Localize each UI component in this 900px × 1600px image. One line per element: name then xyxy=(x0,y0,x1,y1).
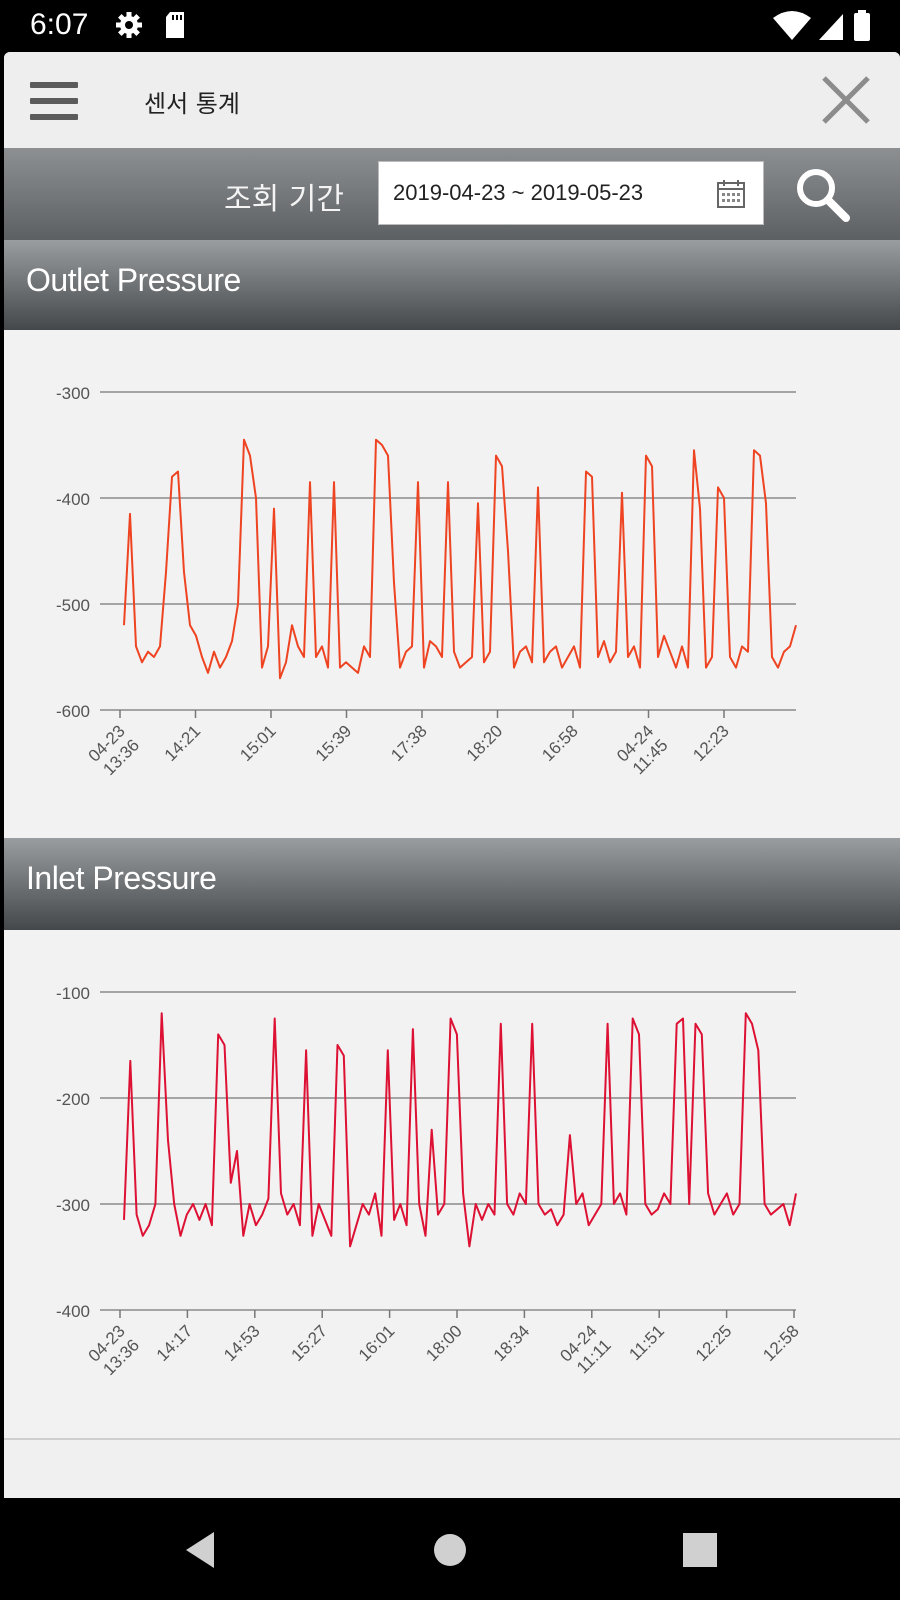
series-line xyxy=(123,438,797,680)
inlet-section-title: Inlet Pressure xyxy=(26,860,217,896)
x-tick-label: 15:01 xyxy=(236,721,280,765)
x-tick-label: 17:38 xyxy=(387,721,431,765)
calendar-icon[interactable] xyxy=(715,178,747,210)
search-icon[interactable] xyxy=(790,162,852,224)
home-icon[interactable] xyxy=(428,1528,472,1572)
x-tick-label: 12:58 xyxy=(759,1321,803,1365)
recents-icon[interactable] xyxy=(678,1528,722,1572)
x-tick-label: 16:58 xyxy=(538,721,582,765)
inlet-chart-panel: -100 -200 -300 -400 04-2313:36 14:17 14:53 15:2… xyxy=(4,930,900,1438)
y-tick-label: -300 xyxy=(56,1196,90,1215)
x-tick-label: 18:20 xyxy=(463,721,507,765)
y-tick-label: -400 xyxy=(56,490,90,509)
y-tick-label: -400 xyxy=(56,1302,90,1321)
search-bar: 조회 기간 2019-04-23 ~ 2019-05-23 xyxy=(4,148,900,240)
next-section-strip xyxy=(4,1438,900,1498)
date-range-value: 2019-04-23 ~ 2019-05-23 xyxy=(393,180,644,205)
x-tick-label: 14:21 xyxy=(161,721,205,765)
app-title: 센서 통계 xyxy=(144,90,240,118)
x-tick-label: 15:39 xyxy=(312,721,356,765)
period-label: 조회 기간 xyxy=(224,182,344,217)
inlet-section-header: Inlet Pressure xyxy=(4,838,900,930)
app-top-bar: 센서 통계 xyxy=(4,52,900,149)
battery-icon xyxy=(854,10,870,41)
close-icon[interactable] xyxy=(818,72,874,128)
sd-card-icon xyxy=(166,12,184,38)
navigation-bar xyxy=(0,1498,900,1600)
gear-icon xyxy=(116,12,142,38)
x-tick-label: 11:51 xyxy=(625,1321,668,1364)
outlet-chart-panel: -300 -400 -500 -600 04-2313:36 14:21 15:01 15:3… xyxy=(4,330,900,838)
x-tick-label: 18:00 xyxy=(422,1321,466,1365)
x-tick-label: 04-2313:36 xyxy=(85,721,143,779)
x-tick-label: 14:53 xyxy=(220,1321,264,1365)
y-tick-label: -300 xyxy=(56,384,90,403)
x-tick-label: 18:34 xyxy=(490,1321,534,1365)
x-tick-label: 16:01 xyxy=(355,1321,399,1365)
wifi-icon xyxy=(772,11,811,40)
back-icon[interactable] xyxy=(180,1528,224,1572)
status-time: 6:07 xyxy=(30,8,89,41)
series-line xyxy=(123,1012,797,1248)
hamburger-menu-icon[interactable] xyxy=(30,82,78,122)
date-range-field[interactable]: 2019-04-23 ~ 2019-05-23 xyxy=(378,161,764,225)
x-tick-label: 12:23 xyxy=(689,721,733,765)
status-bar: 6:07 xyxy=(0,0,900,52)
x-tick-label: 15:27 xyxy=(288,1321,332,1365)
x-tick-label: 04-2411:45 xyxy=(613,721,671,779)
x-tick-label: 04-2411:11 xyxy=(556,1321,614,1379)
signal-icon xyxy=(818,14,843,40)
y-tick-label: -200 xyxy=(56,1090,90,1109)
y-tick-label: -100 xyxy=(56,984,90,1003)
x-tick-label: 12:25 xyxy=(692,1321,736,1365)
outlet-section-header: Outlet Pressure xyxy=(4,240,900,330)
x-tick-label: 14:17 xyxy=(153,1321,197,1365)
y-tick-label: -500 xyxy=(56,596,90,615)
status-right-icons xyxy=(772,10,872,42)
outlet-section-title: Outlet Pressure xyxy=(26,262,241,298)
app-window: 센서 통계 조회 기간 2019-04-23 ~ 2019-05-23 xyxy=(4,52,900,1498)
y-tick-label: -600 xyxy=(56,702,90,721)
x-tick-label: 04-2313:36 xyxy=(85,1321,143,1379)
